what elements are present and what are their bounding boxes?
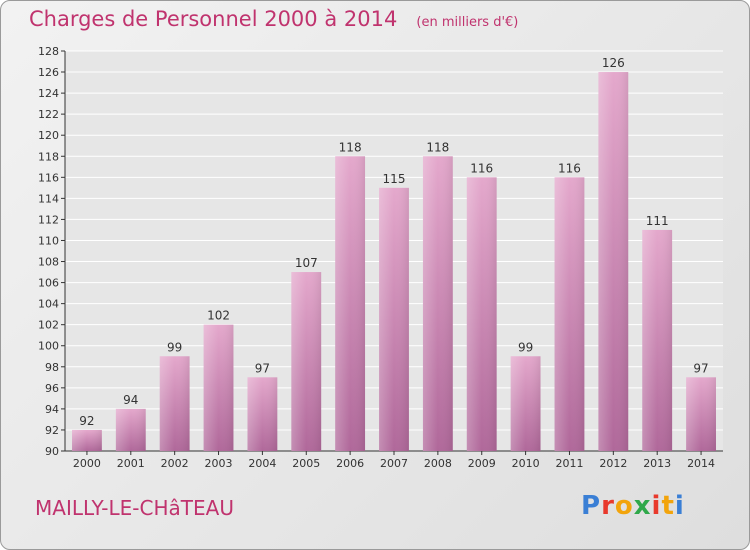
data-label: 107 xyxy=(295,256,318,270)
bar-shade xyxy=(598,72,629,451)
bar-shade xyxy=(203,324,234,451)
bar-shade xyxy=(159,356,190,451)
bar-shade xyxy=(379,187,409,451)
y-tick-label: 120 xyxy=(38,129,59,142)
y-tick-label: 94 xyxy=(45,403,59,416)
x-tick-label: 2012 xyxy=(599,457,627,470)
data-label: 97 xyxy=(693,361,708,375)
y-tick-label: 116 xyxy=(38,171,59,184)
bar-shade xyxy=(291,272,322,451)
data-label: 118 xyxy=(339,140,362,154)
x-tick-label: 2011 xyxy=(555,457,583,470)
x-tick-label: 2002 xyxy=(161,457,189,470)
bar-shade xyxy=(466,177,497,451)
y-tick-label: 108 xyxy=(38,256,59,269)
logo-letter: t xyxy=(661,491,675,521)
bar-shade xyxy=(422,156,453,451)
y-tick-label: 112 xyxy=(38,213,59,226)
title-text: Charges de Personnel 2000 à 2014 xyxy=(29,7,398,31)
y-tick-label: 124 xyxy=(38,87,59,100)
x-tick-label: 2004 xyxy=(248,457,276,470)
y-tick-label: 110 xyxy=(38,234,59,247)
bar-shade xyxy=(642,229,673,451)
y-tick-label: 90 xyxy=(45,445,59,458)
logo-letter: i xyxy=(674,491,685,521)
logo-letter: o xyxy=(614,491,634,521)
data-label: 97 xyxy=(255,361,270,375)
y-tick-label: 92 xyxy=(45,424,59,437)
logo-letter: r xyxy=(601,491,615,521)
x-tick-label: 2007 xyxy=(380,457,408,470)
data-label: 126 xyxy=(602,56,625,70)
proxiti-logo: Proxiti xyxy=(581,491,685,521)
bar-shade xyxy=(510,356,541,451)
y-tick-label: 100 xyxy=(38,340,59,353)
data-label: 118 xyxy=(426,140,449,154)
y-tick-label: 122 xyxy=(38,108,59,121)
x-tick-label: 2014 xyxy=(687,457,715,470)
data-label: 116 xyxy=(558,161,581,175)
bar-shade xyxy=(72,429,102,451)
unit-text: (en milliers d'€) xyxy=(416,15,519,30)
x-tick-label: 2009 xyxy=(468,457,496,470)
logo-letter: P xyxy=(581,491,602,521)
y-tick-label: 102 xyxy=(38,319,59,332)
y-tick-label: 118 xyxy=(38,150,59,163)
y-tick-label: 96 xyxy=(45,382,59,395)
data-label: 111 xyxy=(646,214,669,228)
data-label: 99 xyxy=(518,340,533,354)
bar-shade xyxy=(247,377,278,451)
x-tick-label: 2013 xyxy=(643,457,671,470)
y-tick-label: 126 xyxy=(38,66,59,79)
bar-shade xyxy=(115,408,146,451)
data-label: 115 xyxy=(383,172,406,186)
y-tick-label: 114 xyxy=(38,192,59,205)
y-tick-label: 106 xyxy=(38,277,59,290)
data-label: 94 xyxy=(123,393,138,407)
y-tick-label: 128 xyxy=(38,45,59,58)
data-label: 116 xyxy=(470,161,493,175)
chart-title: Charges de Personnel 2000 à 2014 (en mil… xyxy=(29,7,518,31)
data-label: 99 xyxy=(167,340,182,354)
x-tick-label: 2000 xyxy=(73,457,101,470)
location-label: MAILLY-LE-CHâTEAU xyxy=(35,496,234,520)
x-tick-label: 2005 xyxy=(292,457,320,470)
bar-shade xyxy=(335,156,366,451)
logo-letter: x xyxy=(633,491,652,521)
bar-shade xyxy=(686,377,716,451)
x-tick-label: 2003 xyxy=(205,457,233,470)
x-tick-label: 2006 xyxy=(336,457,364,470)
y-tick-label: 98 xyxy=(45,361,59,374)
x-tick-label: 2008 xyxy=(424,457,452,470)
x-tick-label: 2001 xyxy=(117,457,145,470)
bar-shade xyxy=(554,177,585,451)
data-label: 102 xyxy=(207,309,230,323)
logo-letter: i xyxy=(651,491,662,521)
data-label: 92 xyxy=(79,414,94,428)
y-tick-label: 104 xyxy=(38,298,59,311)
x-tick-label: 2010 xyxy=(512,457,540,470)
